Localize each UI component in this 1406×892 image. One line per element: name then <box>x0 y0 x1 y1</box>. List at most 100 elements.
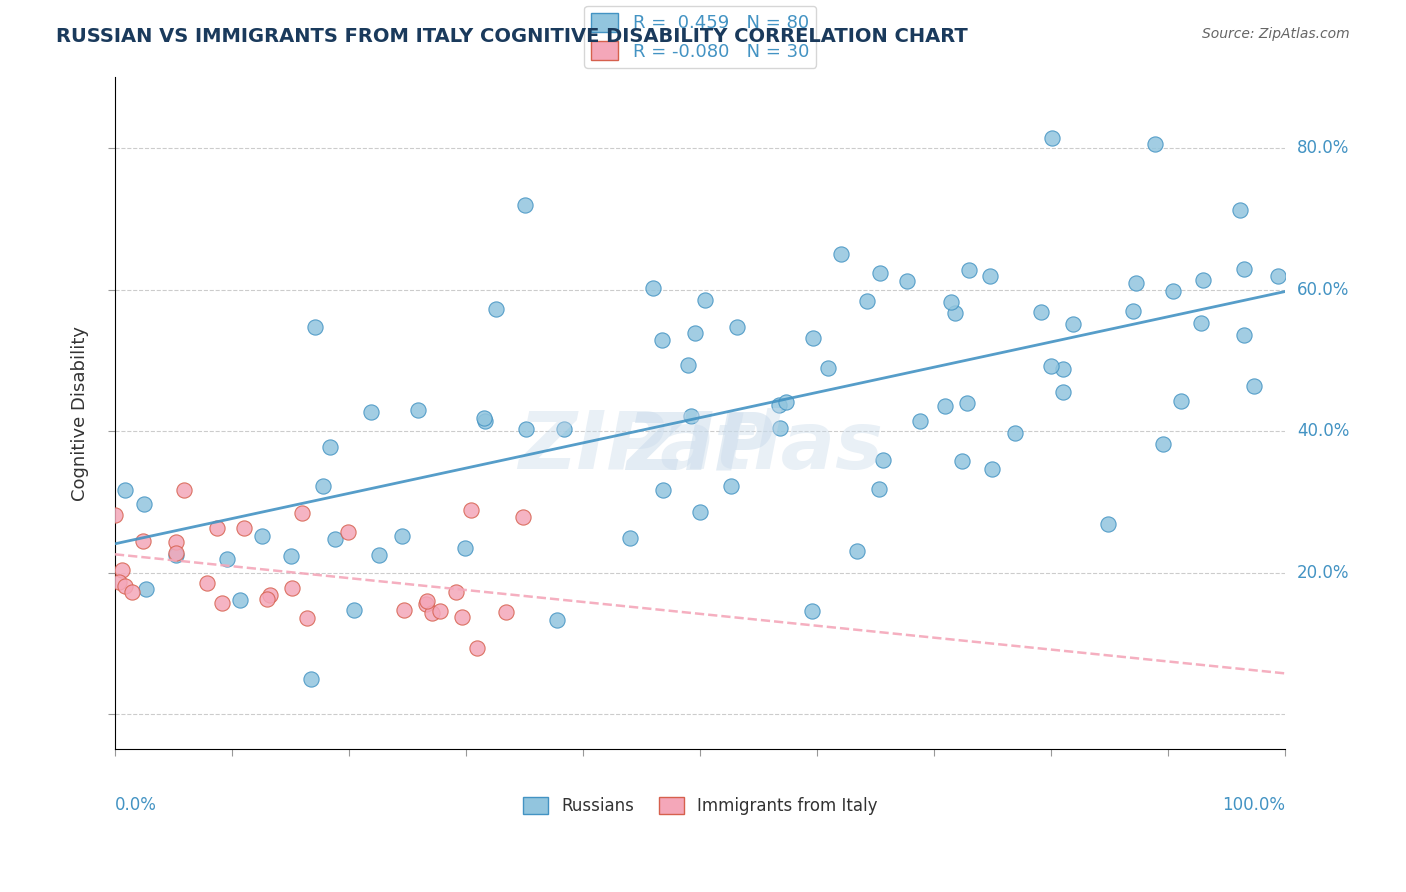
Point <box>689 505 711 519</box>
Point <box>256 591 278 606</box>
Point <box>869 266 891 280</box>
Point <box>474 414 496 428</box>
Point <box>934 399 956 413</box>
Point <box>515 422 537 436</box>
Point <box>195 576 218 591</box>
Point <box>207 521 229 535</box>
Point <box>676 358 699 372</box>
Point <box>683 326 706 340</box>
Text: Source: ZipAtlas.com: Source: ZipAtlas.com <box>1202 27 1350 41</box>
Point <box>553 422 575 436</box>
Point <box>979 268 1001 283</box>
Point <box>252 529 274 543</box>
Text: ZIPatlas: ZIPatlas <box>517 408 883 486</box>
Point <box>299 672 322 686</box>
Text: 20.0%: 20.0% <box>1298 564 1350 582</box>
Point <box>1052 385 1074 400</box>
Point <box>512 510 534 524</box>
Text: 60.0%: 60.0% <box>1298 281 1350 299</box>
Point <box>422 606 444 620</box>
Text: ZIP: ZIP <box>627 408 773 486</box>
Point <box>939 295 962 310</box>
Point <box>513 198 536 212</box>
Legend: Russians, Immigrants from Italy: Russians, Immigrants from Italy <box>516 790 884 822</box>
Point <box>132 497 155 511</box>
Point <box>651 483 673 498</box>
Point <box>720 479 742 493</box>
Point <box>856 294 879 309</box>
Point <box>281 581 304 595</box>
Point <box>1143 137 1166 152</box>
Point <box>769 421 792 435</box>
Point <box>114 579 136 593</box>
Point <box>415 598 437 612</box>
Text: 100.0%: 100.0% <box>1222 797 1285 814</box>
Point <box>312 479 335 493</box>
Point <box>1189 316 1212 330</box>
Point <box>228 592 250 607</box>
Point <box>956 396 979 410</box>
Point <box>429 604 451 618</box>
Point <box>846 543 869 558</box>
Point <box>1233 261 1256 276</box>
Point <box>768 398 790 412</box>
Point <box>319 440 342 454</box>
Point <box>1170 393 1192 408</box>
Point <box>165 535 187 549</box>
Point <box>1052 362 1074 376</box>
Point <box>1233 328 1256 343</box>
Point <box>1267 269 1289 284</box>
Point <box>336 524 359 539</box>
Point <box>546 613 568 627</box>
Point <box>817 361 839 376</box>
Point <box>1125 276 1147 290</box>
Point <box>619 531 641 545</box>
Text: RUSSIAN VS IMMIGRANTS FROM ITALY COGNITIVE DISABILITY CORRELATION CHART: RUSSIAN VS IMMIGRANTS FROM ITALY COGNITI… <box>56 27 967 45</box>
Point <box>908 414 931 428</box>
Text: 0.0%: 0.0% <box>115 797 157 814</box>
Point <box>1039 359 1062 374</box>
Point <box>416 593 439 607</box>
Y-axis label: Cognitive Disability: Cognitive Disability <box>72 326 89 501</box>
Point <box>869 483 891 497</box>
Point <box>801 603 824 617</box>
Point <box>453 541 475 556</box>
Point <box>641 281 664 295</box>
Point <box>1161 284 1184 298</box>
Text: 80.0%: 80.0% <box>1298 139 1350 157</box>
Point <box>280 549 302 564</box>
Point <box>1097 516 1119 531</box>
Point <box>304 319 326 334</box>
Point <box>343 603 366 617</box>
Point <box>1152 436 1174 450</box>
Point <box>165 549 187 563</box>
Point <box>957 262 980 277</box>
Point <box>392 603 415 617</box>
Point <box>291 506 314 520</box>
Point <box>1122 303 1144 318</box>
Point <box>1243 379 1265 393</box>
Point <box>259 588 281 602</box>
Point <box>406 403 429 417</box>
Point <box>360 405 382 419</box>
Point <box>1040 131 1063 145</box>
Point <box>896 274 918 288</box>
Point <box>111 563 134 577</box>
Point <box>1062 317 1084 331</box>
Point <box>1029 305 1052 319</box>
Point <box>460 502 482 516</box>
Point <box>217 552 239 566</box>
Point <box>323 532 346 546</box>
Point <box>465 640 488 655</box>
Point <box>725 319 748 334</box>
Point <box>1004 426 1026 441</box>
Point <box>693 293 716 307</box>
Point <box>943 306 966 320</box>
Point <box>121 585 143 599</box>
Point <box>444 585 467 599</box>
Point <box>651 333 673 347</box>
Point <box>135 582 157 596</box>
Point <box>830 247 852 261</box>
Point <box>451 609 474 624</box>
Point <box>232 521 254 535</box>
